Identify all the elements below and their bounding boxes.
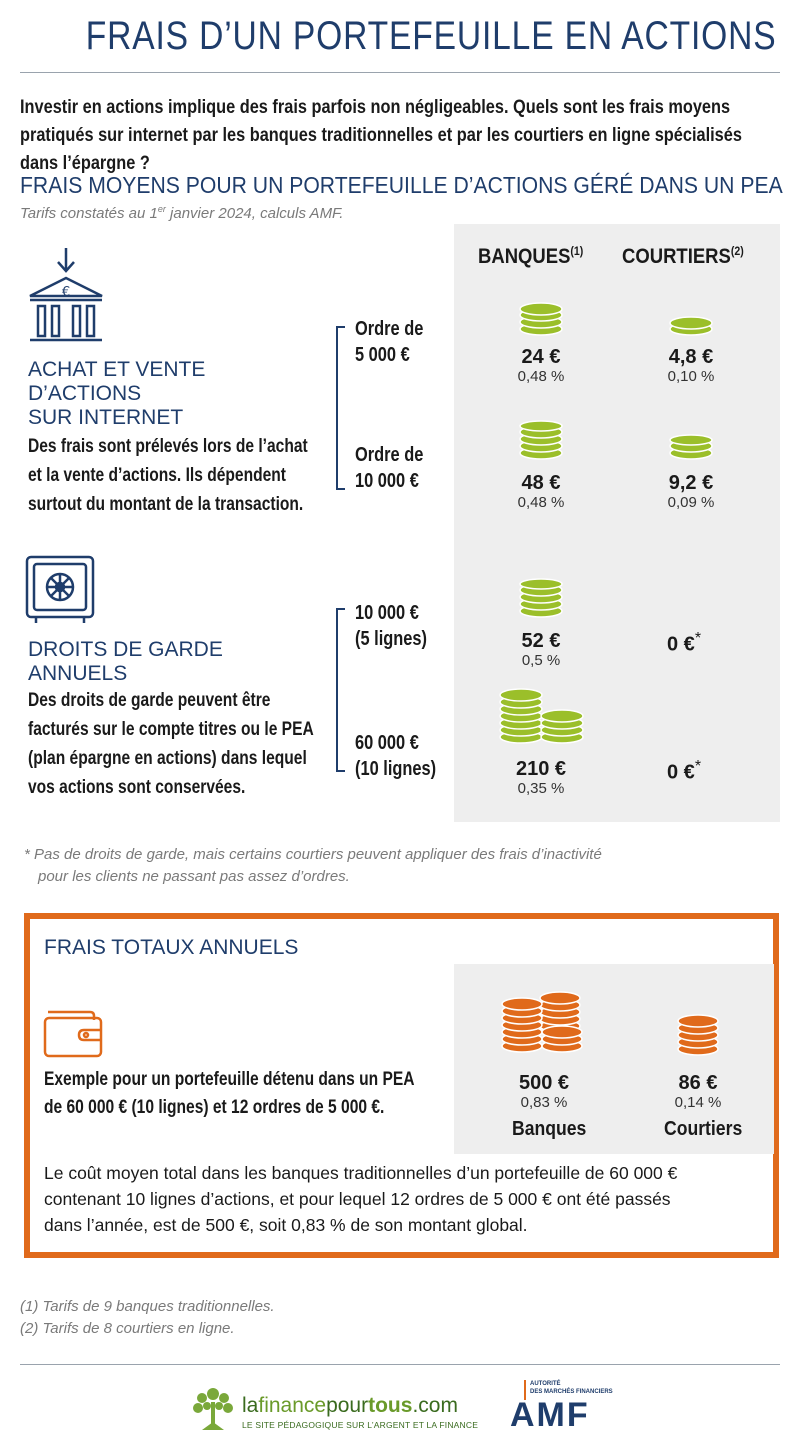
- tariff-note: Tarifs constatés au 1er janvier 2024, ca…: [20, 204, 344, 222]
- svg-text:€: €: [62, 285, 70, 300]
- trading-bank-value-2: 48 €0,48 %: [517, 472, 565, 511]
- tree-logo-icon: [193, 1388, 233, 1430]
- custody-title: DROITS DE GARDE ANNUELS: [28, 638, 223, 685]
- asterisk-note: * Pas de droits de garde, mais certains …: [24, 846, 602, 885]
- custody-row-label-2: 60 000 € (10 lignes): [355, 732, 437, 780]
- total-bank-value: 500 €0,83 %: [518, 1072, 570, 1111]
- safe-icon: [25, 555, 95, 623]
- coin-stack-icon: [501, 991, 583, 1053]
- coin-stack-icon: [519, 578, 563, 618]
- trading-broker-value-1: 4,8 €0,10 %: [667, 346, 715, 385]
- amf-logo-caption: AUTORITÉ DES MARCHÉS FINANCIERS: [530, 1381, 613, 1395]
- footer-divider: [20, 1364, 780, 1365]
- total-values-panel: [454, 964, 774, 1154]
- custody-bank-value-1: 52 €0,5 %: [521, 630, 561, 669]
- title-divider: [20, 72, 780, 73]
- custody-bracket: [336, 608, 345, 772]
- coin-stack-icon: [519, 302, 563, 336]
- page-title: FRAIS D’UN PORTEFEUILLE EN ACTIONS: [85, 14, 777, 58]
- custody-description: Des droits de garde peuvent être facturé…: [28, 690, 314, 798]
- footnotes: (1) Tarifs de 9 banques traditionnelles.…: [20, 1298, 275, 1337]
- custody-broker-value-2: 0 €*: [667, 758, 702, 784]
- custody-row-label-1: 10 000 € (5 lignes): [355, 602, 427, 650]
- coin-stack-icon: [669, 434, 713, 460]
- trading-row-label-2: Ordre de 10 000 €: [355, 444, 424, 492]
- lfpt-logo-text[interactable]: lafinancepourtous.com: [242, 1394, 458, 1417]
- trading-row-label-1: Ordre de 5 000 €: [355, 318, 424, 366]
- lfpt-tagline: LE SITE PÉDAGOGIQUE SUR L’ARGENT ET LA F…: [242, 1420, 479, 1430]
- wallet-icon: [43, 1010, 103, 1058]
- trading-bracket: [336, 326, 345, 490]
- total-broker-label: Courtiers: [664, 1118, 743, 1140]
- coin-stack-icon: [677, 1014, 719, 1056]
- coin-stack-icon: [519, 420, 563, 460]
- coin-stack-icon: [499, 688, 584, 744]
- column-header-brokers: COURTIERS(2): [622, 244, 744, 268]
- total-bank-label: Banques: [512, 1118, 587, 1140]
- total-broker-value: 86 €0,14 %: [674, 1072, 722, 1111]
- total-fees-box: [24, 913, 779, 1258]
- amf-logo-mark: [524, 1380, 526, 1400]
- total-example-text: Exemple pour un portefeuille détenu dans…: [44, 1069, 415, 1118]
- trading-bank-value-1: 24 €0,48 %: [517, 346, 565, 385]
- trading-title: ACHAT ET VENTE D’ACTIONS SUR INTERNET: [28, 358, 206, 429]
- bank-icon: €: [29, 248, 103, 342]
- total-summary: Le coût moyen total dans les banques tra…: [44, 1163, 678, 1235]
- amf-logo[interactable]: AMF: [510, 1396, 590, 1434]
- section-title: FRAIS MOYENS POUR UN PORTEFEUILLE D’ACTI…: [20, 172, 783, 198]
- trading-description: Des frais sont prélevés lors de l’achat …: [28, 436, 308, 515]
- custody-bank-value-2: 210 €0,35 %: [515, 758, 567, 797]
- column-header-banks: BANQUES(1): [478, 244, 584, 268]
- trading-broker-value-2: 9,2 €0,09 %: [667, 472, 715, 511]
- coin-stack-icon: [669, 316, 713, 336]
- total-fees-title: FRAIS TOTAUX ANNUELS: [44, 936, 299, 959]
- custody-broker-value-1: 0 €*: [667, 630, 702, 656]
- intro-text: Investir en actions implique des frais p…: [20, 97, 742, 174]
